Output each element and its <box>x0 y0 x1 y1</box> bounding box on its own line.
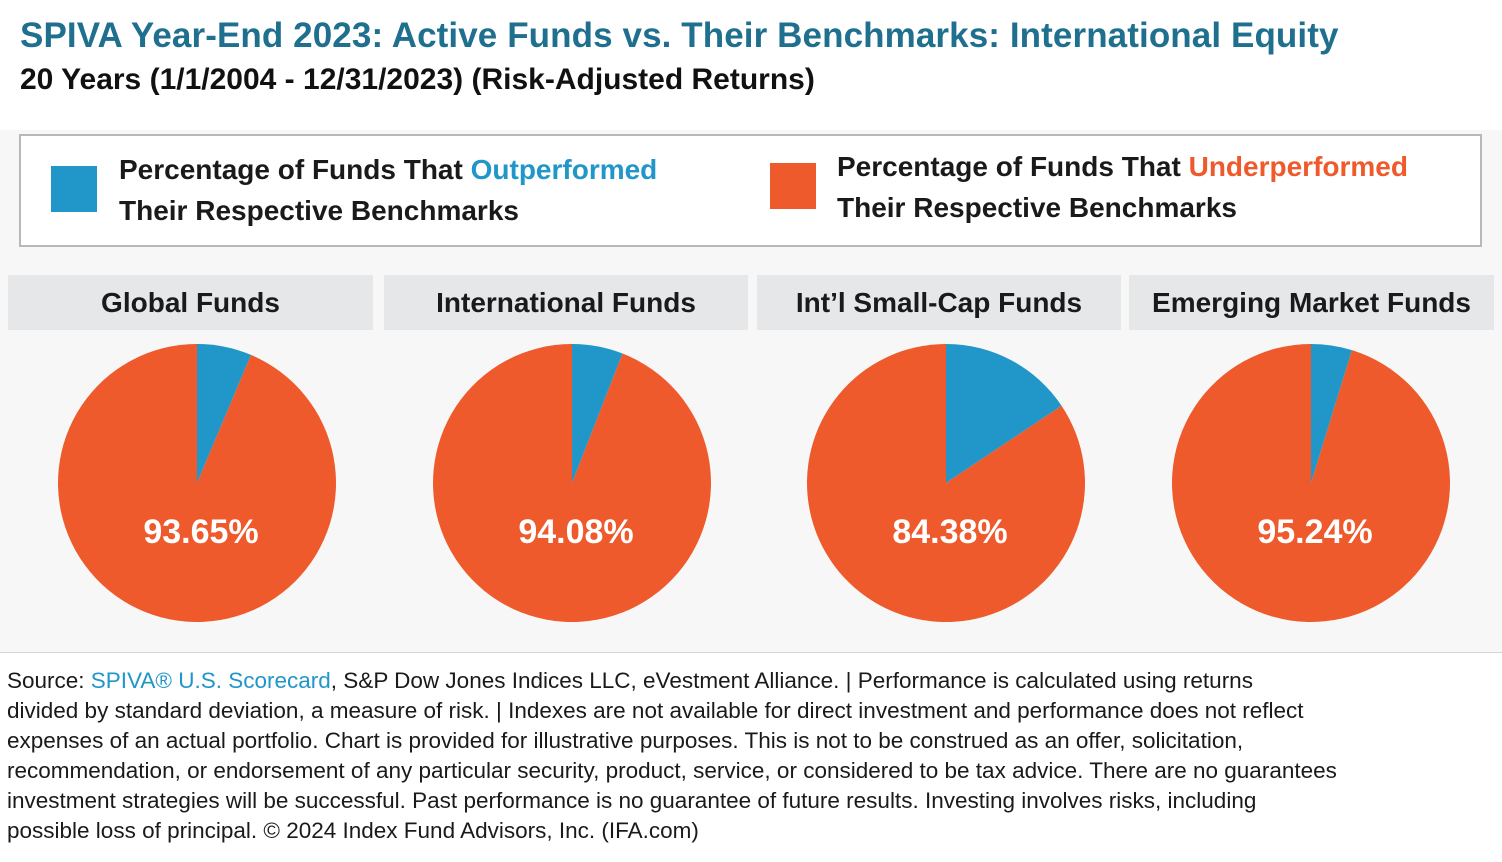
legend-swatch-outperformed <box>51 166 97 212</box>
chart-subtitle: 20 Years (1/1/2004 - 12/31/2023) (Risk-A… <box>20 63 815 96</box>
panel-title-emerging-market: Emerging Market Funds <box>1129 275 1494 330</box>
footer: Source: SPIVA® U.S. Scorecard, S&P Dow J… <box>0 652 1502 862</box>
panel-title-global: Global Funds <box>8 275 373 330</box>
legend-under-line2: Their Respective Benchmarks <box>837 192 1237 223</box>
footer-line3: expenses of an actual portfolio. Chart i… <box>7 728 1244 753</box>
panel-title-international: International Funds <box>384 275 748 330</box>
legend-item-underperformed: Percentage of Funds That Underperformed … <box>770 136 1470 245</box>
legend-under-highlight: Underperformed <box>1188 151 1408 182</box>
footer-line2: divided by standard deviation, a measure… <box>7 698 1304 723</box>
legend-label-outperformed: Percentage of Funds That Outperformed Th… <box>119 149 657 231</box>
legend-out-prefix: Percentage of Funds That <box>119 154 471 185</box>
legend-under-prefix: Percentage of Funds That <box>837 151 1189 182</box>
pie-label-global: 93.65% <box>143 513 258 551</box>
legend: Percentage of Funds That Outperformed Th… <box>19 134 1482 247</box>
footer-line1-rest: , S&P Dow Jones Indices LLC, eVestment A… <box>330 668 1253 693</box>
pie-slice-intl-small-cap-underperformed <box>806 344 1085 622</box>
footer-line5: investment strategies will be successful… <box>7 788 1257 813</box>
pie-slice-international-underperformed <box>433 344 711 622</box>
pie-slice-intl-small-cap-outperformed <box>946 344 1062 483</box>
header: SPIVA Year-End 2023: Active Funds vs. Th… <box>0 0 1502 130</box>
pie-label-intl-small-cap: 84.38% <box>892 513 1007 551</box>
pie-slice-emerging-market-underperformed <box>1172 344 1450 622</box>
pie-emerging-market: 95.24% <box>1172 344 1450 622</box>
legend-out-highlight: Outperformed <box>470 154 658 185</box>
pie-international: 94.08% <box>433 344 711 622</box>
pie-global: 93.65% <box>58 344 337 622</box>
legend-swatch-underperformed <box>770 163 816 209</box>
pie-slice-global-underperformed <box>58 344 337 622</box>
pie-charts: 93.65% 94.08% 84.38% 95.24% <box>58 344 1450 622</box>
pie-label-emerging-market: 95.24% <box>1257 513 1372 551</box>
pie-slice-global-outperformed <box>197 344 251 483</box>
legend-item-outperformed: Percentage of Funds That Outperformed Th… <box>51 136 731 245</box>
footer-source-link[interactable]: SPIVA® U.S. Scorecard <box>90 668 331 693</box>
legend-label-underperformed: Percentage of Funds That Underperformed … <box>837 146 1408 228</box>
footer-source-label: Source: <box>7 668 91 693</box>
footer-disclaimer: Source: SPIVA® U.S. Scorecard, S&P Dow J… <box>7 666 1497 846</box>
pie-intl-small-cap: 84.38% <box>806 344 1085 622</box>
pie-label-international: 94.08% <box>518 513 633 551</box>
chart-title: SPIVA Year-End 2023: Active Funds vs. Th… <box>20 16 1339 55</box>
panel-title-intl-small-cap: Int’l Small-Cap Funds <box>757 275 1121 330</box>
pie-slice-emerging-market-outperformed <box>1311 344 1352 483</box>
footer-line4: recommendation, or endorsement of any pa… <box>7 758 1337 783</box>
pie-slice-international-outperformed <box>572 344 623 483</box>
footer-line6: possible loss of principal. © 2024 Index… <box>7 818 699 843</box>
legend-out-line2: Their Respective Benchmarks <box>119 195 519 226</box>
